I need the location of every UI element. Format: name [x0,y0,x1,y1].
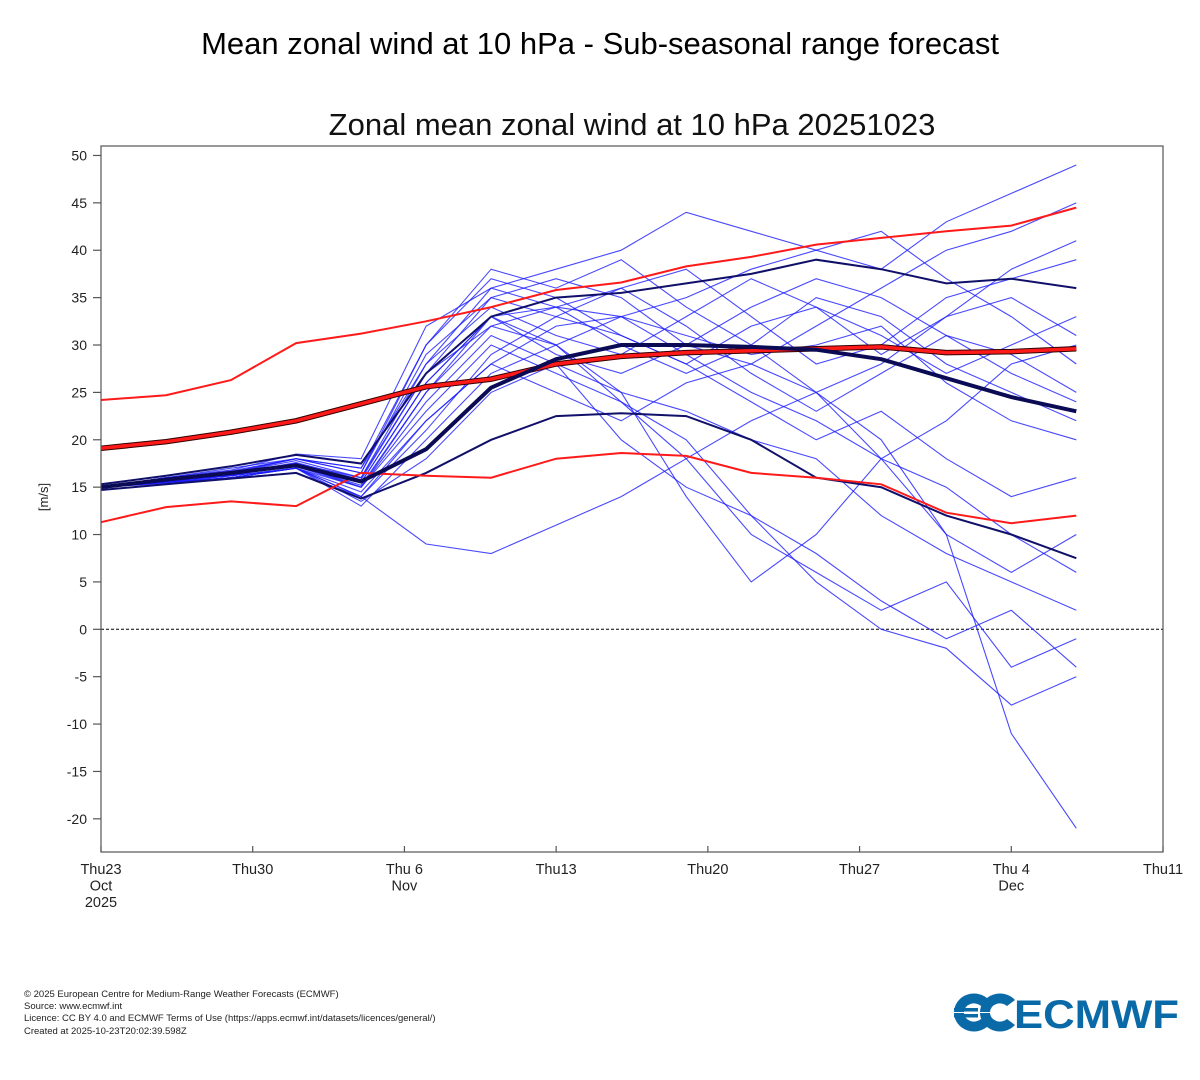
y-tick-label: 5 [79,574,87,590]
licence-line: Licence: CC BY 4.0 and ECMWF Terms of Us… [24,1013,436,1025]
climate-mean-line [100,345,1077,451]
ensemble-upper-line [100,258,1077,486]
y-tick-label: 15 [71,479,87,495]
ensemble-mean-line [100,343,1077,490]
climate-upper-line [100,206,1077,401]
y-tick-label: -10 [67,716,87,732]
climate-mean-outline [100,344,1077,452]
x-tick-label: Thu27 [839,862,880,878]
ensemble-member-line-1 [100,391,1077,829]
x-tick-label: Thu11 [1143,862,1183,878]
y-tick-label: 45 [71,195,87,211]
x-tick-label: Nov [392,879,419,895]
y-tick-label: 10 [71,527,87,543]
x-tick-label: Thu 6 [386,862,423,878]
created-line: Created at 2025-10-23T20:02:39.598Z [24,1025,187,1037]
y-axis-label: [m/s] [36,483,51,511]
ensemble-member-line-3 [100,315,1077,583]
ensemble-member-line-15 [100,316,1077,498]
y-tick-label: 40 [71,242,87,258]
page-title: Mean zonal wind at 10 hPa - Sub-seasonal… [201,26,999,61]
x-tick-label: Thu30 [232,862,273,878]
x-tick-label: Thu 4 [993,862,1030,878]
x-tick-label: Thu23 [80,862,121,878]
y-tick-label: 0 [79,621,87,637]
chart-title: Zonal mean zonal wind at 10 hPa 20251023 [329,107,936,142]
ensemble-member-line-17 [100,363,1077,574]
ensemble-lower-line [100,412,1077,560]
y-tick-label: -20 [67,811,87,827]
x-tick-label: Oct [90,879,113,895]
x-tick-label: 2025 [85,895,117,911]
x-tick-label: Thu20 [687,862,728,878]
y-tick-label: 25 [71,384,87,400]
y-tick-label: -15 [67,763,87,779]
x-tick-label: Thu13 [536,862,577,878]
y-tick-label: 30 [71,337,87,353]
source-line: Source: www.ecmwf.int [24,1001,123,1013]
y-tick-label: 35 [71,290,87,306]
logo-text: ECMWF [1014,993,1179,1035]
copyright-line: © 2025 European Centre for Medium-Range … [24,989,339,1000]
ecmwf-emblem-icon [954,993,1015,1032]
y-tick-label: 50 [71,147,87,163]
plot-frame [100,145,1164,853]
x-tick-label: Dec [998,879,1024,895]
y-tick-label: 20 [71,432,87,448]
climate-lower-line [100,451,1077,525]
ecmwf-logo: ECMWF [954,993,1179,1035]
ensemble-member-line-18 [100,278,1077,488]
ensemble-member-line-7 [100,316,1077,573]
footer-credits: © 2025 European Centre for Medium-Range … [24,989,436,1038]
y-tick-label: -5 [75,669,88,685]
